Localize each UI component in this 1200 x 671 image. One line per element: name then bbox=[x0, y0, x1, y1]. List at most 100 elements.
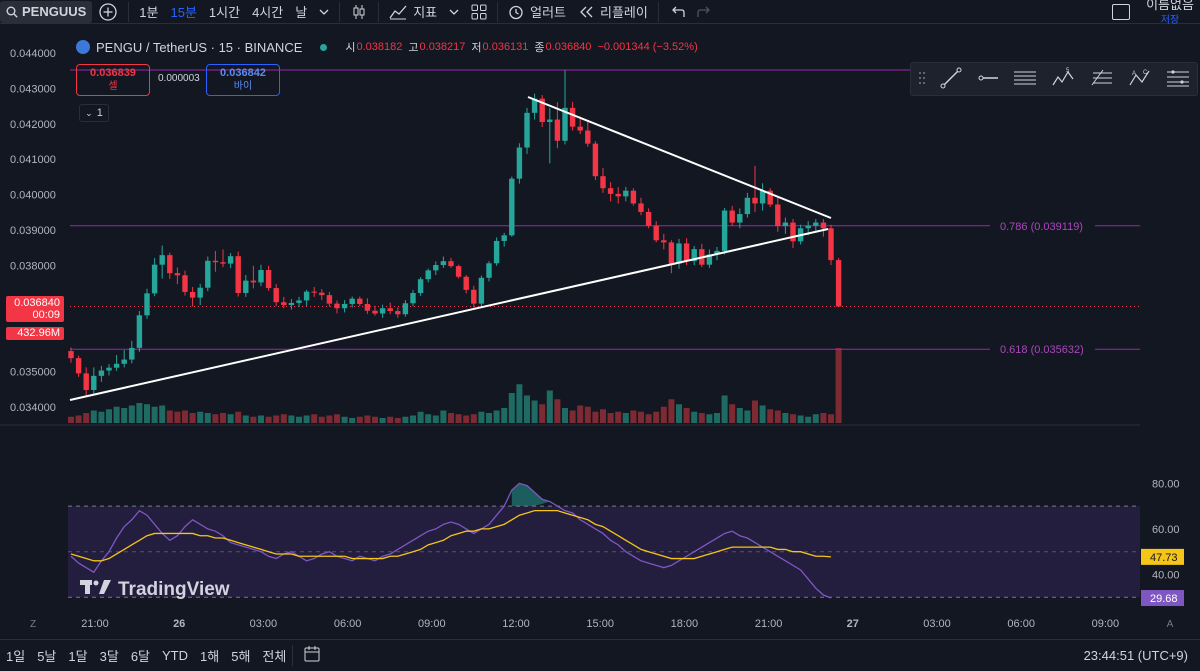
volume-bar bbox=[828, 414, 834, 423]
buy-button[interactable]: 0.036842 바이 bbox=[206, 64, 280, 96]
candle bbox=[600, 176, 606, 189]
chart-type-button[interactable] bbox=[344, 0, 374, 24]
svg-text:A: A bbox=[1132, 71, 1136, 77]
volume-bar bbox=[524, 395, 530, 423]
fib-extension-tool-icon[interactable] bbox=[1166, 67, 1190, 92]
quantity-selector[interactable]: ⌄ 1 bbox=[79, 104, 109, 122]
price-tick-label: 0.044000 bbox=[10, 48, 56, 60]
volume-bar bbox=[790, 414, 796, 423]
rsi-tag bbox=[1141, 590, 1184, 607]
timeframe-15m[interactable]: 15분 bbox=[165, 0, 203, 24]
time-tick-label: 03:00 bbox=[250, 618, 278, 630]
range-1y[interactable]: 1해 bbox=[200, 649, 220, 664]
timeframe-1d[interactable]: 날 bbox=[289, 0, 313, 24]
timeframe-4h[interactable]: 4시간 bbox=[246, 0, 289, 24]
volume-bar bbox=[90, 410, 97, 423]
high-value: 0.038217 bbox=[419, 41, 466, 53]
timeframe-label: 15분 bbox=[170, 5, 197, 20]
compare-button[interactable] bbox=[92, 0, 124, 24]
symbol-legend: PENGU / TetherUS · 15 · BINANCE 시 0.0381… bbox=[76, 39, 704, 55]
candle bbox=[615, 193, 621, 197]
candle bbox=[387, 308, 393, 312]
horizontal-ray-tool-icon[interactable] bbox=[977, 67, 999, 92]
candle bbox=[623, 190, 629, 197]
timeframe-dropdown[interactable] bbox=[313, 0, 335, 24]
candle bbox=[501, 235, 507, 241]
tradingview-watermark[interactable]: TradingView bbox=[80, 578, 230, 602]
time-tick-label: 26 bbox=[173, 618, 185, 630]
volume-bar bbox=[83, 413, 90, 423]
sell-button[interactable]: 0.036839 셀 bbox=[76, 64, 150, 96]
volume-bar bbox=[220, 413, 226, 423]
volume-bar bbox=[311, 414, 318, 423]
volume-bar bbox=[417, 411, 424, 423]
candle bbox=[129, 347, 135, 360]
candle bbox=[539, 98, 545, 123]
auto-scale-button: A bbox=[1167, 619, 1174, 630]
volume-bar bbox=[372, 416, 378, 423]
indicators-button[interactable]: 지표 bbox=[383, 0, 443, 24]
candle bbox=[159, 255, 165, 265]
candle bbox=[775, 204, 781, 227]
trendline-tool-icon[interactable] bbox=[940, 67, 962, 92]
candle bbox=[205, 260, 211, 288]
volume-bar bbox=[113, 406, 120, 423]
range-1m[interactable]: 1달 bbox=[68, 649, 88, 664]
range-6m[interactable]: 6달 bbox=[130, 649, 151, 664]
rsi-line bbox=[70, 482, 832, 599]
volume-bar bbox=[121, 408, 128, 423]
volume-bar bbox=[660, 406, 667, 423]
candle bbox=[706, 254, 713, 265]
volume-bar bbox=[767, 409, 774, 423]
volume-bar bbox=[759, 405, 766, 423]
goto-date-button[interactable] bbox=[292, 645, 327, 666]
open-label: 시 bbox=[345, 42, 356, 54]
grid-icon bbox=[471, 4, 487, 20]
candle bbox=[341, 303, 348, 309]
timeframe-1h[interactable]: 1시간 bbox=[203, 0, 246, 24]
volume-bar bbox=[577, 405, 584, 423]
volume-bar bbox=[653, 411, 660, 423]
timeframe-1m[interactable]: 1분 bbox=[133, 0, 164, 24]
fib-levels: 0.786 (0.039119) 0.618 (0.035632) bbox=[70, 69, 1140, 356]
volume-bar bbox=[691, 411, 698, 423]
range-3m[interactable]: 3달 bbox=[99, 649, 119, 664]
range-5d[interactable]: 5날 bbox=[37, 649, 57, 664]
fib-retracement-tool-icon[interactable] bbox=[1089, 67, 1113, 92]
range-1d[interactable]: 1일 bbox=[6, 649, 26, 664]
range-5y[interactable]: 5해 bbox=[231, 649, 251, 664]
redo-button[interactable] bbox=[691, 0, 719, 24]
parallel-channel-tool-icon[interactable] bbox=[1013, 67, 1037, 92]
undo-button[interactable] bbox=[663, 0, 691, 24]
volume-bar bbox=[440, 410, 447, 423]
candle bbox=[151, 264, 158, 294]
svg-text:C: C bbox=[1143, 70, 1148, 76]
volume-bars bbox=[68, 348, 842, 423]
layouts-button[interactable] bbox=[465, 0, 493, 24]
candle bbox=[820, 222, 827, 229]
range-all[interactable]: 전체 bbox=[262, 649, 287, 664]
indicators-dropdown[interactable] bbox=[443, 0, 465, 24]
account-menu[interactable]: 이름없음 저장 bbox=[1140, 0, 1200, 26]
volume-bar bbox=[197, 411, 204, 423]
last-price-tag: 0.036840 00:09 bbox=[6, 296, 64, 322]
fib-level-label: 0.786 (0.039119) bbox=[1000, 221, 1083, 233]
drag-handle-icon[interactable] bbox=[918, 71, 926, 88]
volume-bar bbox=[75, 415, 82, 423]
replay-button[interactable]: 리플레이 bbox=[572, 0, 654, 24]
fullscreen-toggle[interactable] bbox=[1112, 4, 1130, 20]
alert-button[interactable]: 얼러트 bbox=[502, 0, 572, 24]
elliott-wave-tool-icon[interactable]: 5 bbox=[1051, 67, 1075, 92]
alert-label: 얼러트 bbox=[530, 5, 567, 20]
candle bbox=[729, 210, 735, 223]
volume-bar bbox=[607, 413, 614, 423]
search-icon bbox=[6, 6, 18, 18]
clock[interactable]: 23:44:51 (UTC+9) bbox=[1083, 648, 1188, 663]
candle bbox=[463, 276, 469, 290]
symbol-search-button[interactable]: PENGUUS bbox=[0, 0, 93, 23]
volume-bar bbox=[554, 399, 561, 423]
range-ytd[interactable]: YTD bbox=[162, 648, 189, 663]
symbol-label: PENGUUS bbox=[22, 4, 87, 19]
